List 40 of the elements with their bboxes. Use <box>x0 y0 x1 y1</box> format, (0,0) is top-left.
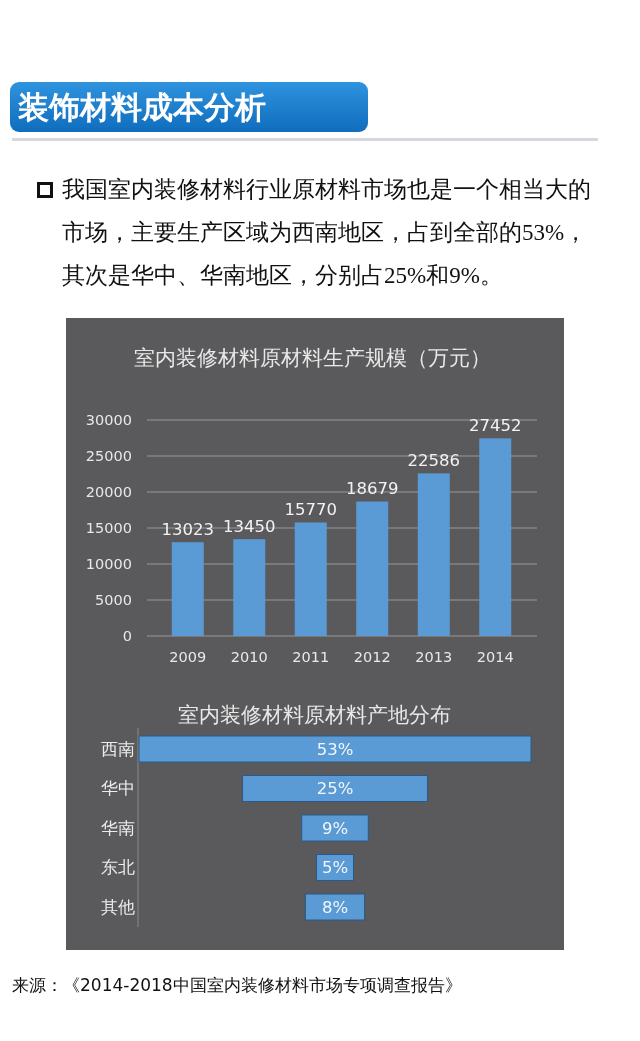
bar <box>233 539 266 636</box>
text: 我国室内装修材料行业原材料市场也是一个相当大的市场，主要生产区域为西南地区，占到全部的53%，其次是华中、华南地区，分别占25%和9%。 <box>62 176 592 290</box>
bar <box>294 522 327 636</box>
bar <box>356 501 389 636</box>
data-label: 53% <box>316 739 354 759</box>
text: 装饰材料成本分析 <box>18 88 266 127</box>
y-tick-label: 25000 <box>85 448 132 464</box>
bar <box>417 473 450 636</box>
data-label: 27452 <box>469 415 522 435</box>
x-tick-label: 2010 <box>230 649 268 665</box>
category-label: 西南 <box>101 739 135 759</box>
x-tick-label: 2013 <box>415 649 453 665</box>
y-tick-label: 15000 <box>85 520 132 536</box>
data-label: 13450 <box>223 516 276 536</box>
y-tick-label: 5000 <box>95 592 132 608</box>
category-label: 华中 <box>101 779 135 798</box>
text: 室内装修材料原材料产地分布 <box>177 703 451 727</box>
x-tick-label: 2009 <box>169 649 207 665</box>
data-label: 9% <box>321 818 349 838</box>
data-label: 5% <box>321 858 349 877</box>
x-tick-label: 2011 <box>292 649 330 665</box>
data-label: 13023 <box>161 519 214 539</box>
bar <box>479 438 512 636</box>
bar <box>171 542 204 636</box>
x-tick-label: 2014 <box>476 649 514 665</box>
x-tick-label: 2012 <box>353 649 391 665</box>
data-label: 18679 <box>346 479 399 499</box>
source-note: 来源：《2014-2018中国室内装修材料市场专项调查报告》 <box>12 974 463 997</box>
y-tick-label: 20000 <box>85 484 132 500</box>
y-tick-label: 10000 <box>85 556 132 572</box>
data-label: 25% <box>316 779 354 798</box>
data-label: 8% <box>321 897 349 917</box>
category-label: 其他 <box>101 897 135 917</box>
category-label: 东北 <box>101 858 135 877</box>
data-label: 22586 <box>407 450 460 470</box>
category-label: 华南 <box>101 818 135 838</box>
data-label: 15770 <box>284 499 337 519</box>
y-tick-label: 30000 <box>85 412 132 428</box>
y-tick-label: 0 <box>122 628 132 644</box>
chart-title: 室内装修材料原材料生产规模（万元） <box>133 346 491 370</box>
